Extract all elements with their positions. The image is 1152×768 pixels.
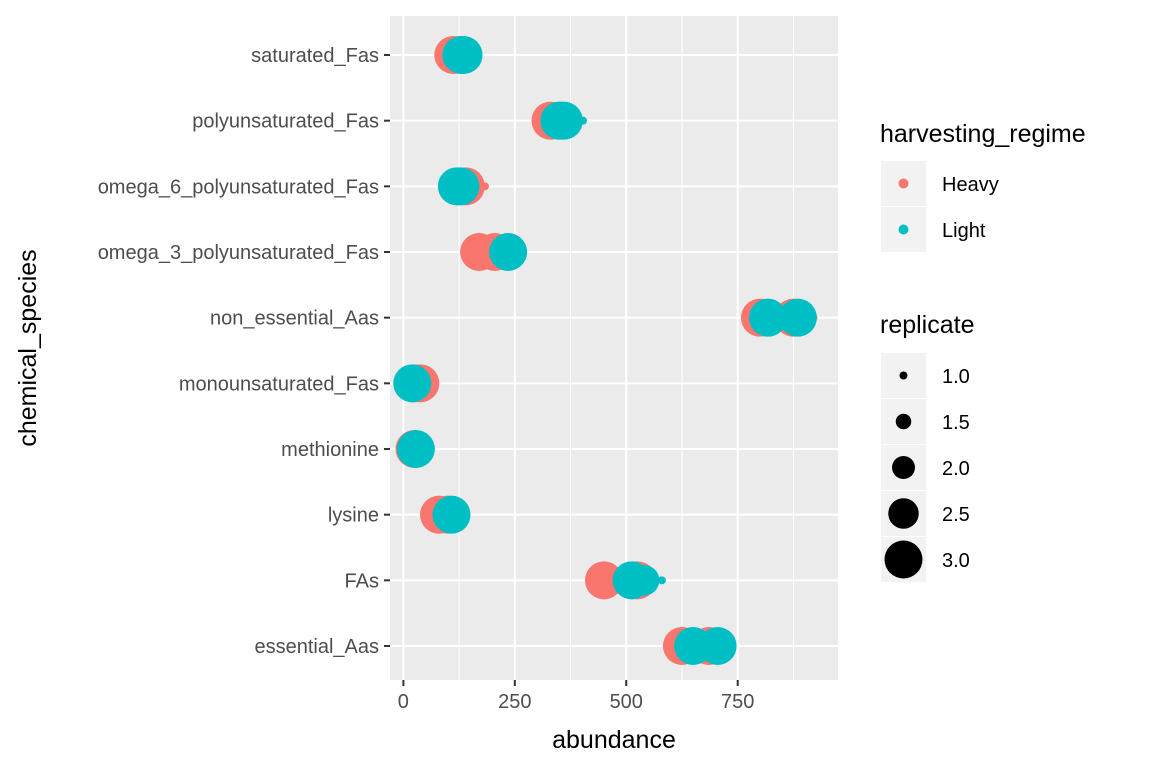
data-point-light <box>441 167 480 206</box>
x-tick-label: 750 <box>721 691 754 713</box>
size-legend: replicate 1.0 1.5 2.0 2.5 3.0 <box>880 311 975 582</box>
legend-label-heavy: Heavy <box>942 174 999 196</box>
color-legend-keys: Heavy Light <box>881 161 999 252</box>
y-axis-title: chemical_species <box>14 249 42 446</box>
data-point-light <box>442 36 481 74</box>
size-legend-keys: 1.0 1.5 2.0 2.5 3.0 <box>881 353 970 582</box>
data-point-heavy <box>480 182 489 191</box>
legend-label-light: Light <box>942 220 986 242</box>
size-legend-label: 1.5 <box>942 412 970 434</box>
data-point-light <box>393 364 432 403</box>
legend-key-heavy <box>898 178 909 189</box>
x-axis: 0 250 500 750 <box>398 680 754 713</box>
data-point-light <box>657 576 666 585</box>
data-point-light <box>628 565 660 596</box>
data-point-light <box>489 233 528 271</box>
data-point-heavy <box>584 561 623 600</box>
data-points <box>393 36 818 665</box>
data-point-light <box>579 116 588 125</box>
size-legend-key <box>899 371 908 380</box>
y-tick-label: monounsaturated_Fas <box>179 373 379 395</box>
y-tick-label: polyunsaturated_Fas <box>192 111 379 133</box>
x-tick-label: 500 <box>610 691 643 713</box>
size-legend-title: replicate <box>880 311 975 339</box>
size-legend-key <box>892 456 915 479</box>
y-tick-label: essential_Aas <box>254 636 379 658</box>
size-legend-label: 1.0 <box>942 366 970 388</box>
y-tick-label: saturated_Fas <box>251 45 379 67</box>
y-tick-label: methionine <box>281 439 379 461</box>
y-axis: essential_Aas FAs lysine methionine monounsa… <box>98 45 390 658</box>
color-legend: harvesting_regime Heavy Light <box>880 120 1086 252</box>
data-point-light <box>544 101 583 140</box>
size-legend-key <box>888 498 919 529</box>
size-legend-key <box>884 540 923 579</box>
size-legend-label: 2.5 <box>942 504 970 526</box>
data-point-light <box>698 627 737 665</box>
x-tick-label: 250 <box>498 691 531 713</box>
x-tick-label: 0 <box>398 691 409 713</box>
data-point-light <box>749 298 788 337</box>
y-tick-label: non_essential_Aas <box>210 308 379 330</box>
data-point-light <box>396 430 435 468</box>
size-legend-key <box>895 413 912 430</box>
size-legend-label: 3.0 <box>942 550 970 572</box>
legend-key-light <box>898 224 909 235</box>
color-legend-title: harvesting_regime <box>880 120 1086 148</box>
y-tick-label: omega_3_polyunsaturated_Fas <box>98 242 379 264</box>
x-axis-title: abundance <box>552 726 676 754</box>
size-legend-label: 2.0 <box>942 458 970 480</box>
y-tick-label: omega_6_polyunsaturated_Fas <box>98 176 379 198</box>
y-tick-label: FAs <box>345 570 379 592</box>
data-point-light <box>778 298 817 337</box>
data-point-light <box>432 495 471 534</box>
y-tick-label: lysine <box>328 505 379 527</box>
